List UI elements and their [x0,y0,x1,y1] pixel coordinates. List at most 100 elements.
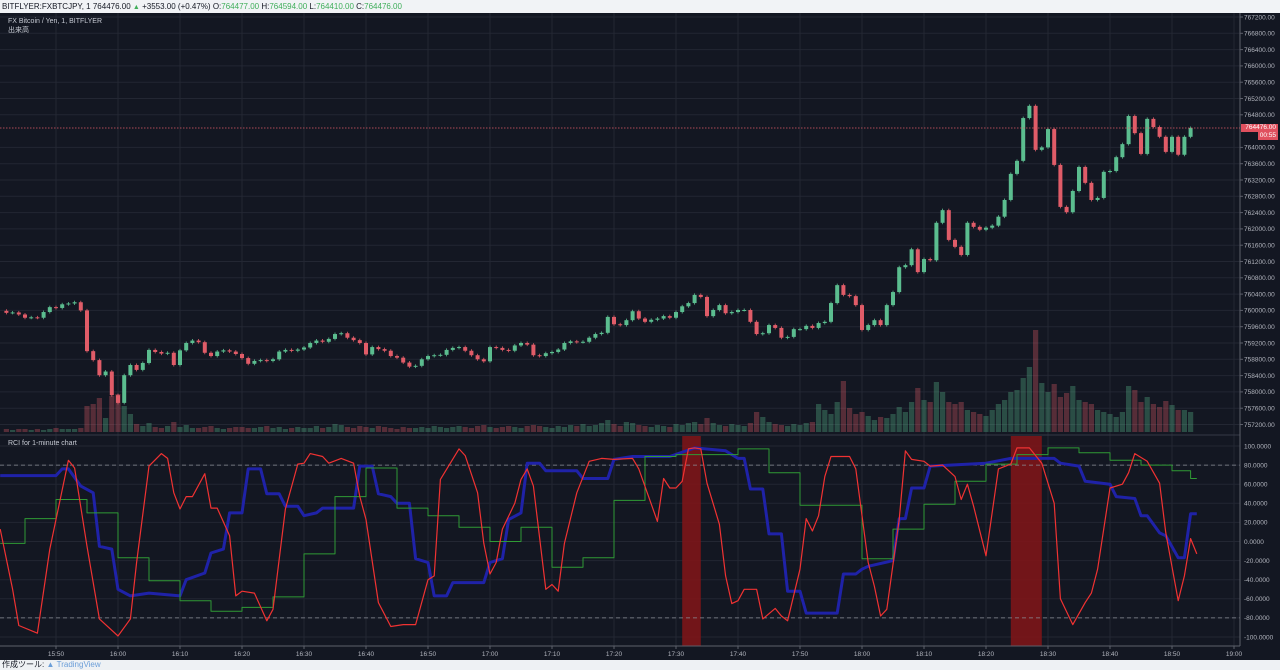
tradingview-link[interactable]: TradingView [56,660,101,669]
candle[interactable] [388,350,393,357]
candle[interactable] [748,309,753,322]
candle[interactable] [822,321,827,324]
candle[interactable] [147,349,151,363]
candle[interactable] [853,296,858,306]
candle[interactable] [506,349,511,351]
candle[interactable] [717,305,722,310]
candle[interactable] [1070,191,1075,213]
candle[interactable] [587,337,592,342]
candle[interactable] [295,349,300,351]
chart-canvas[interactable]: 767200.00 766800.00 766400.00 766000.00 7656… [0,13,1280,660]
candle[interactable] [444,349,449,355]
candle[interactable] [779,327,784,338]
candle[interactable] [47,307,52,313]
candle[interactable] [246,358,251,364]
candle[interactable] [599,332,604,335]
candle[interactable] [1101,171,1106,198]
candle[interactable] [922,259,926,273]
candle[interactable] [1064,206,1069,213]
candle[interactable] [488,347,492,362]
tradingview-logo-icon[interactable]: ▲ [46,660,55,669]
candle[interactable] [543,353,548,357]
candle[interactable] [339,333,344,335]
candle[interactable] [134,365,139,370]
candle[interactable] [1027,105,1032,119]
candle[interactable] [705,296,709,317]
candle[interactable] [519,343,523,346]
candle[interactable] [271,359,275,361]
candle[interactable] [240,354,244,359]
candle[interactable] [512,345,517,351]
candle[interactable] [4,310,9,313]
candle[interactable] [91,351,96,361]
candle[interactable] [1046,129,1050,148]
candle[interactable] [1002,199,1007,217]
candle[interactable] [785,336,790,338]
candle[interactable] [320,340,325,342]
candle[interactable] [897,267,902,293]
candle[interactable] [729,312,734,314]
candle[interactable] [835,285,840,304]
candle[interactable] [742,309,747,311]
candle[interactable] [810,325,815,328]
candle[interactable] [667,316,672,318]
candle[interactable] [798,329,802,331]
candle[interactable] [841,285,846,295]
candle[interactable] [1108,171,1112,173]
candle[interactable] [233,351,238,355]
candle[interactable] [537,355,542,357]
candle[interactable] [277,351,282,360]
candle[interactable] [686,303,691,307]
candle[interactable] [1052,129,1057,165]
candle[interactable] [674,312,678,318]
candle[interactable] [525,343,530,345]
candle[interactable] [984,227,988,230]
candle[interactable] [438,354,443,356]
candle[interactable] [903,265,908,268]
candle[interactable] [109,371,114,396]
candle[interactable] [500,347,505,350]
candle[interactable] [395,356,399,358]
candle[interactable] [878,320,883,326]
candle[interactable] [829,303,833,322]
candle[interactable] [308,343,313,348]
candle[interactable] [866,325,871,330]
candle[interactable] [178,350,182,366]
candle[interactable] [209,352,213,357]
candle[interactable] [618,324,623,326]
candle[interactable] [35,317,40,319]
candle[interactable] [258,360,263,362]
candle[interactable] [996,216,1001,226]
volume-label[interactable]: 出来高 [8,27,29,34]
candle[interactable] [649,319,654,322]
candle[interactable] [116,395,120,403]
candle[interactable] [581,341,585,343]
candle[interactable] [872,320,877,326]
candle[interactable] [1163,136,1168,152]
candle[interactable] [252,360,257,364]
candle[interactable] [196,340,201,343]
candle[interactable] [531,344,536,356]
candle[interactable] [29,317,34,319]
candle[interactable] [624,320,629,326]
symbol-name[interactable]: BITFLYER:FXBTCJPY, 1 [2,2,91,11]
candle[interactable] [909,249,914,266]
candle[interactable] [1039,147,1044,150]
candle[interactable] [562,343,567,350]
candle[interactable] [376,347,381,350]
candle[interactable] [413,365,418,367]
candle[interactable] [370,347,375,355]
candle[interactable] [692,294,697,304]
candle[interactable] [72,302,77,304]
candle[interactable] [1077,166,1081,192]
candle[interactable] [959,246,964,255]
candle[interactable] [884,305,889,326]
candle[interactable] [1120,144,1125,158]
candle[interactable] [1182,136,1187,155]
candle[interactable] [103,371,108,376]
candle[interactable] [314,340,319,343]
candle[interactable] [184,343,189,351]
candle[interactable] [1157,127,1162,137]
candle[interactable] [202,342,207,353]
candle[interactable] [736,309,740,313]
